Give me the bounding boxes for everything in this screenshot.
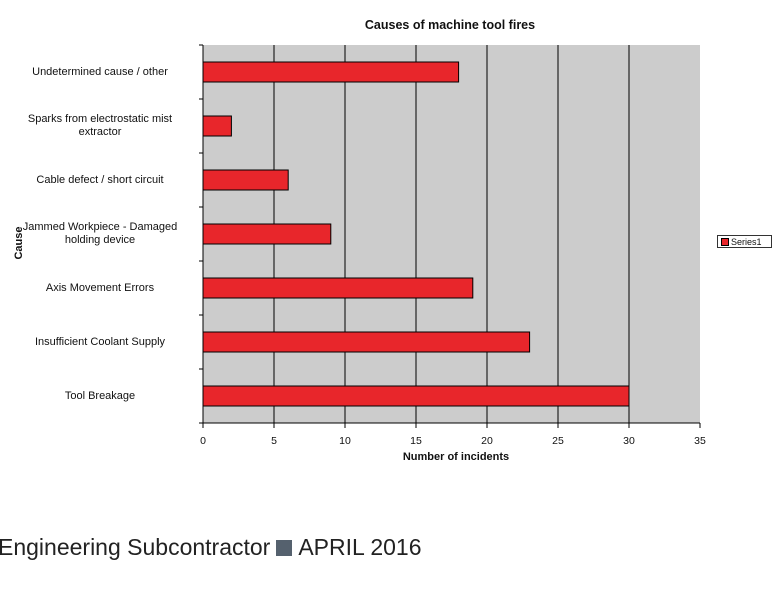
x-axis-label: Number of incidents bbox=[402, 451, 510, 463]
category-label: Jammed Workpiece - Damaged holding devic… bbox=[22, 221, 178, 246]
legend-swatch bbox=[721, 237, 729, 246]
x-tick-label: 5 bbox=[271, 435, 277, 447]
category-label: Undetermined cause / other bbox=[32, 65, 168, 78]
x-tick-label: 30 bbox=[623, 435, 635, 447]
category-label: Insufficient Coolant Supply bbox=[34, 335, 166, 348]
footer-issue: APRIL 2016 bbox=[298, 534, 422, 560]
category-label: Tool Breakage bbox=[64, 389, 136, 402]
x-tick-label: 10 bbox=[339, 435, 351, 447]
legend: Series1 bbox=[717, 235, 772, 248]
legend-label: Series1 bbox=[731, 236, 762, 247]
footer-publication: Engineering Subcontractor bbox=[0, 534, 271, 560]
category-label: Cable defect / short circuit bbox=[36, 173, 164, 186]
footer-square-icon bbox=[276, 539, 293, 556]
chart-title: Causes of machine tool fires bbox=[364, 18, 536, 32]
y-axis-label: Cause bbox=[13, 226, 25, 260]
bar bbox=[202, 169, 289, 191]
bar bbox=[202, 223, 332, 245]
category-label: Sparks from electrostatic mist extractor bbox=[27, 113, 173, 138]
x-tick-label: 0 bbox=[200, 435, 206, 447]
bar bbox=[202, 277, 474, 299]
category-label: Axis Movement Errors bbox=[45, 281, 155, 294]
x-tick-label: 35 bbox=[694, 435, 706, 447]
x-tick-label: 15 bbox=[410, 435, 422, 447]
footer: Engineering Subcontractor APRIL 2016 bbox=[0, 534, 422, 561]
bar bbox=[202, 385, 630, 407]
bar bbox=[202, 61, 460, 83]
x-tick-label: 25 bbox=[552, 435, 564, 447]
bar bbox=[202, 331, 531, 353]
bar bbox=[202, 115, 232, 137]
x-tick-label: 20 bbox=[481, 435, 493, 447]
